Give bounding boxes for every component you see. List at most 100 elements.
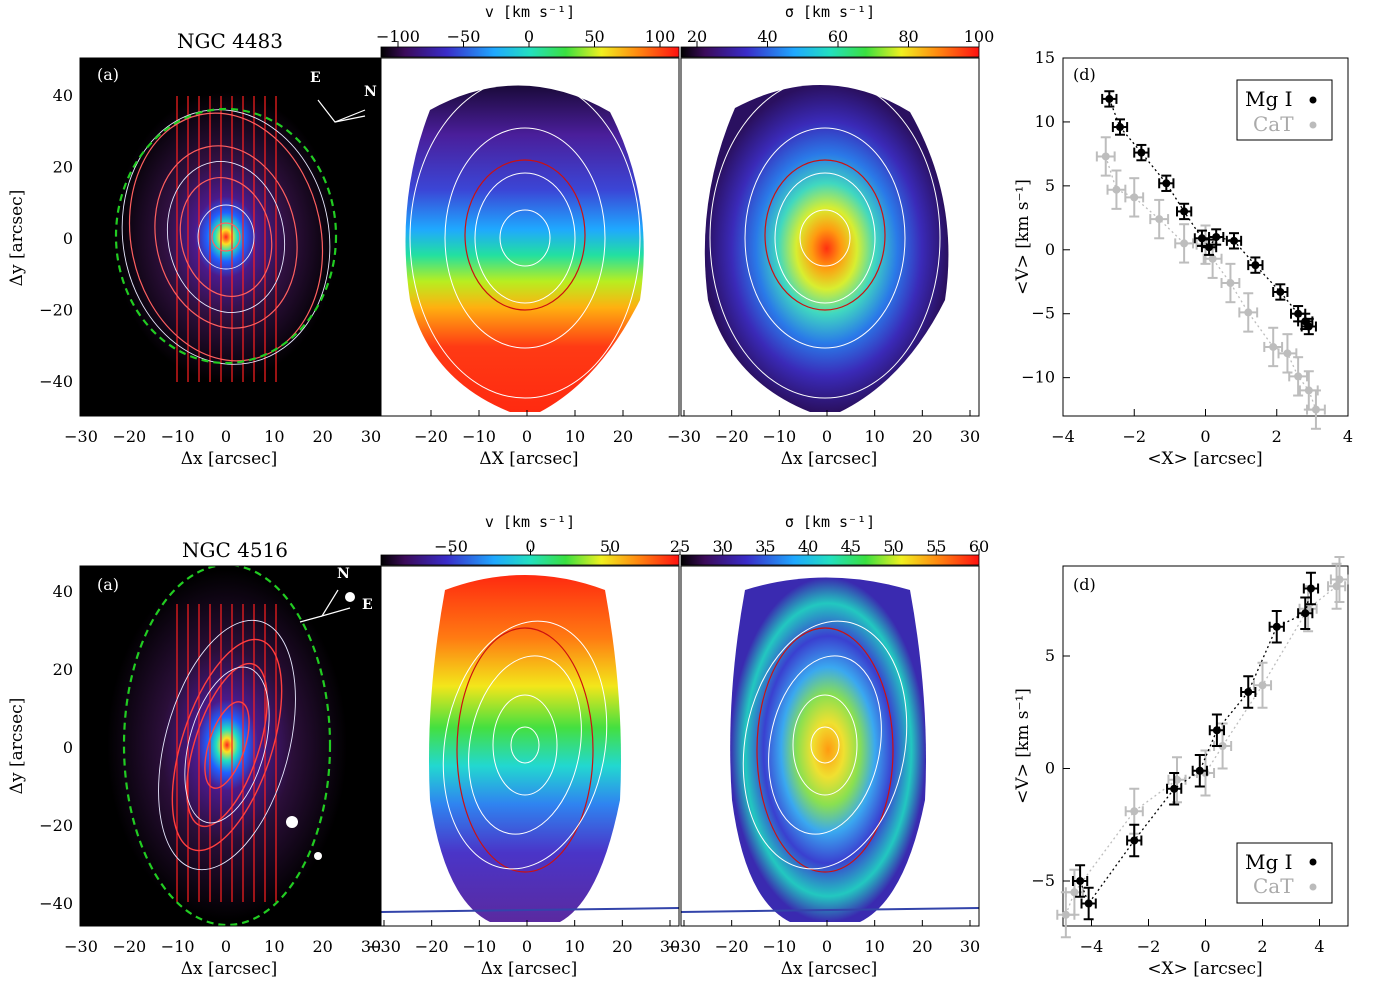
panel-c-dispersion-4516: (c) (681, 566, 979, 926)
x-tick-label: 25 (670, 537, 690, 556)
mgi-point (1158, 174, 1175, 192)
panel-b-xlabel: ΔX [arcsec] (479, 449, 578, 469)
y-tick-label: −5 (1031, 871, 1055, 890)
x-tick-label: −30 (64, 427, 98, 446)
compass-n-label: N (364, 84, 377, 100)
cat-point (1238, 292, 1259, 333)
panel-d-xlabel: <X> [arcsec] (1147, 449, 1262, 469)
x-tick-label: 30 (660, 937, 680, 956)
velocity-field (405, 85, 644, 412)
cat-point (1124, 177, 1145, 218)
dispersion-colorbar-ticks: 25 30 35 40 45 50 55 60 (670, 537, 989, 556)
dispersion-ellipse (756, 627, 894, 873)
legend-mgi-marker (1309, 96, 1317, 104)
x-tick-label: 20 (612, 937, 632, 956)
x-tick-label: −20 (415, 937, 449, 956)
x-tick-label: −30 (667, 427, 701, 446)
y-tick-label: 20 (53, 660, 73, 679)
velocity-contours (442, 620, 608, 870)
x-tick-label: 10 (564, 937, 584, 956)
velocity-colorbar-ticks: −100 −50 0 50 100 (376, 27, 675, 47)
dispersion-colorbar (680, 554, 980, 566)
velocity-ellipse (456, 627, 594, 873)
dispersion-field (704, 84, 949, 413)
y-tick-label: 40 (53, 86, 73, 105)
x-tick-label: 20 (912, 937, 932, 956)
mgi-point (1240, 675, 1257, 709)
panel-a-yticks: 40 20 0 −20 −40 (39, 86, 73, 391)
x-tick-label: 20 (912, 427, 932, 446)
dispersion-colorbar (680, 46, 980, 58)
panel-d-ylabel: <V> [km s⁻¹] (1013, 179, 1033, 295)
x-tick-label: −4 (1080, 937, 1104, 956)
cat-point (1149, 198, 1170, 240)
x-tick-label: 10 (264, 427, 284, 446)
x-tick-label: 10 (864, 937, 884, 956)
isophote-ellipses (128, 112, 324, 362)
x-tick-label: 4 (1343, 427, 1353, 446)
y-tick-label: 15 (1035, 48, 1055, 67)
isophote-ellipses (171, 638, 283, 852)
panel-tag: (b) (397, 575, 420, 594)
x-tick-label: −20 (715, 937, 749, 956)
mgi-point (1071, 864, 1089, 898)
compass-icon (317, 99, 366, 123)
panel-c-frame (680, 57, 980, 417)
y-tick-label: −5 (1031, 304, 1055, 323)
panel-c-xlabel: Δx [arcsec] (781, 959, 878, 979)
x-tick-label: 30 (361, 427, 381, 446)
x-tick-label: 40 (757, 27, 777, 46)
x-tick-label: −50 (434, 537, 468, 556)
x-tick-label: −30 (367, 937, 401, 956)
mgi-point (1080, 886, 1097, 921)
panel-c-xticks: −30 −20 −10 0 10 20 30 (667, 920, 980, 956)
legend-cat-marker (1309, 883, 1317, 891)
dispersion-colorbar-title: σ [km s⁻¹] (785, 513, 875, 531)
x-tick-label: 20 (613, 427, 633, 446)
mgi-point (1247, 256, 1264, 274)
x-tick-label: 0 (221, 427, 231, 446)
panel-tag: (d) (1073, 65, 1096, 84)
y-tick-label: −20 (39, 301, 73, 320)
mgi-point (1208, 228, 1225, 246)
trend-line-mgi (1108, 98, 1310, 327)
dispersion-colorbar-ticks: 20 40 60 80 100 (687, 27, 994, 47)
compass-e-label: E (362, 597, 373, 613)
x-tick-label: 10 (864, 427, 884, 446)
cat-point (1220, 262, 1241, 304)
x-tick-label: 30 (361, 937, 381, 956)
mgi-point (1272, 283, 1289, 301)
x-tick-label: −20 (112, 937, 146, 956)
velocity-ellipse (464, 159, 586, 311)
x-tick-label: 20 (312, 937, 332, 956)
x-tick-label: −10 (161, 427, 195, 446)
panel-b-frame (380, 565, 680, 927)
x-tick-label: 0 (522, 427, 532, 446)
x-tick-label: 20 (312, 427, 332, 446)
panel-a-xticks: −30 −20 −10 0 10 20 30 (64, 410, 381, 446)
y-tick-label: 0 (1045, 240, 1055, 259)
x-tick-label: −50 (447, 27, 481, 46)
x-tick-label: 0 (524, 27, 534, 46)
panel-a-image-4483: (a) E N (80, 58, 380, 416)
y-tick-label: −20 (39, 816, 73, 835)
legend: Mg I CaT (1236, 79, 1333, 141)
cat-point (1263, 326, 1284, 368)
legend-mgi: Mg I (1245, 87, 1293, 111)
y-tick-label: 10 (1035, 112, 1055, 131)
dispersion-contours (742, 620, 908, 870)
x-tick-label: −2 (1137, 937, 1161, 956)
velocity-colorbar-title: v [km s⁻¹] (485, 513, 575, 531)
x-tick-label: −30 (64, 937, 98, 956)
mgi-point (1176, 202, 1193, 221)
y-tick-label: −10 (1021, 368, 1055, 387)
cat-point (1252, 661, 1273, 709)
panel-tag: (b) (397, 65, 420, 84)
x-tick-label: 10 (264, 937, 284, 956)
panel-a-frame (79, 57, 381, 417)
panel-d-chart-4516: (d) Mg I CaT <X> [arcsec] <V> [km s⁻¹] −… (1013, 556, 1349, 979)
x-tick-label: −10 (762, 937, 796, 956)
velocity-field (429, 575, 621, 922)
x-tick-label: 80 (898, 27, 918, 46)
x-tick-label: 30 (960, 427, 980, 446)
